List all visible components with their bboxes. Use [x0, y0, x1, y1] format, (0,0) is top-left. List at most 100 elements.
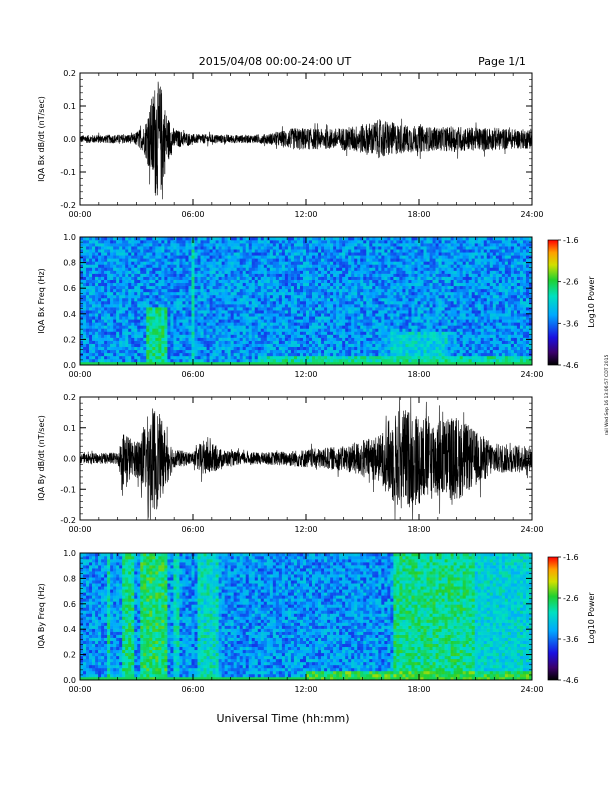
spectrogram-cell	[284, 240, 289, 244]
spectrogram-cell	[134, 301, 138, 305]
spectrogram-cell	[212, 255, 216, 259]
spectrogram-cell	[414, 285, 418, 290]
spectrogram-cell	[161, 307, 165, 311]
spectrogram-cell	[227, 243, 231, 247]
spectrogram-cell	[176, 325, 180, 329]
spectrogram-cell	[143, 322, 147, 326]
spectrogram-cell	[396, 307, 400, 311]
spectrogram-cell	[357, 349, 361, 354]
spectrogram-cell	[330, 279, 334, 284]
spectrogram-cell	[399, 343, 403, 348]
spectrogram-cell	[131, 355, 135, 360]
spectrogram-cell	[209, 282, 213, 287]
spectrogram-cell	[411, 307, 415, 311]
spectrogram-cell	[98, 243, 102, 247]
spectrogram-cell	[387, 349, 391, 354]
spectrogram-cell	[296, 319, 301, 323]
spectrogram-cell	[116, 267, 120, 271]
spectrogram-cell	[152, 352, 156, 357]
spectrogram-cell	[155, 346, 159, 351]
spectrogram-cell	[203, 343, 207, 348]
spectrogram-cell	[387, 291, 391, 296]
spectrogram-cell	[417, 294, 421, 299]
spectrogram-cell	[299, 276, 304, 280]
spectrogram-cell	[290, 343, 295, 348]
spectrogram-cell	[336, 304, 340, 308]
spectrogram-cell	[83, 264, 87, 268]
spectrogram-cell	[161, 352, 165, 357]
spectrogram-cell	[381, 297, 385, 302]
spectrogram-cell	[393, 285, 397, 290]
spectrogram-cell	[167, 352, 171, 357]
spectrogram-cell	[399, 358, 403, 363]
spectrogram-cell	[149, 252, 153, 256]
spectrogram-cell	[143, 355, 147, 360]
spectrogram-cell	[179, 322, 183, 326]
spectrogram-cell	[275, 279, 280, 284]
spectrogram-cell	[284, 294, 289, 299]
spectrogram-cell	[131, 307, 135, 311]
spectrogram-cell	[351, 343, 355, 348]
spectrogram-cell	[212, 346, 216, 351]
spectrogram-cell	[98, 349, 102, 354]
spectrogram-cell	[363, 310, 367, 314]
spectrogram-cell	[107, 346, 111, 351]
spectrogram-cell	[342, 346, 346, 351]
spectrogram-cell	[336, 276, 340, 280]
spectrogram-cell	[369, 255, 373, 259]
spectrogram-cell	[98, 301, 102, 305]
spectrogram-cell	[293, 322, 298, 326]
spectrogram-cell	[381, 288, 385, 293]
spectrogram-cell	[405, 358, 409, 363]
spectrogram-cell	[119, 243, 123, 247]
spectrogram-cell	[381, 294, 385, 299]
spectrogram-cell	[302, 310, 307, 314]
spectrogram-cell	[360, 331, 364, 335]
spectrogram-cell	[390, 243, 394, 247]
spectrogram-cell	[248, 343, 253, 348]
spectrogram-cell	[221, 361, 225, 366]
spectrogram-cell	[161, 267, 165, 271]
spectrogram-cell	[281, 313, 286, 317]
spectrogram-cell	[381, 340, 385, 344]
spectrogram-cell	[80, 258, 84, 262]
spectrogram-cell	[369, 328, 373, 332]
spectrogram-cell	[119, 334, 123, 338]
spectrogram-cell	[339, 285, 343, 290]
spectrogram-cell	[399, 313, 403, 317]
spectrogram-cell	[420, 267, 424, 271]
spectrogram-cell	[327, 304, 331, 308]
spectrogram-cell	[402, 276, 406, 280]
spectrogram-cell	[209, 355, 213, 360]
spectrogram-cell	[191, 301, 195, 305]
spectrogram-cell	[402, 343, 406, 348]
spectrogram-cell	[275, 258, 280, 262]
series-line	[79, 81, 533, 200]
spectrogram-cell	[218, 349, 222, 354]
spectrogram-cell	[86, 301, 90, 305]
spectrogram-cell	[327, 346, 331, 351]
spectrogram-cell	[405, 285, 409, 290]
spectrogram-cell	[357, 328, 361, 332]
spectrogram-cell	[254, 301, 259, 305]
spectrogram-cell	[299, 325, 304, 329]
spectrogram-cell	[86, 249, 90, 253]
spectrogram-cell	[95, 343, 99, 348]
spectrogram-cell	[140, 264, 144, 268]
spectrogram-cell	[312, 240, 316, 244]
spectrogram-cell	[281, 279, 286, 284]
spectrogram-cell	[423, 361, 427, 366]
spectrogram-cell	[128, 276, 132, 280]
spectrogram-cell	[203, 249, 207, 253]
spectrogram-cell	[381, 273, 385, 277]
spectrogram-cell	[155, 237, 159, 241]
spectrogram-cell	[254, 328, 259, 332]
spectrogram-cell	[131, 267, 135, 271]
spectrogram-cell	[176, 240, 180, 244]
spectrogram-cell	[363, 304, 367, 308]
spectrogram-cell	[327, 325, 331, 329]
spectrogram-cell	[218, 255, 222, 259]
spectrogram-cell	[164, 249, 168, 253]
spectrogram-cell	[327, 243, 331, 247]
spectrogram-cell	[200, 304, 204, 308]
